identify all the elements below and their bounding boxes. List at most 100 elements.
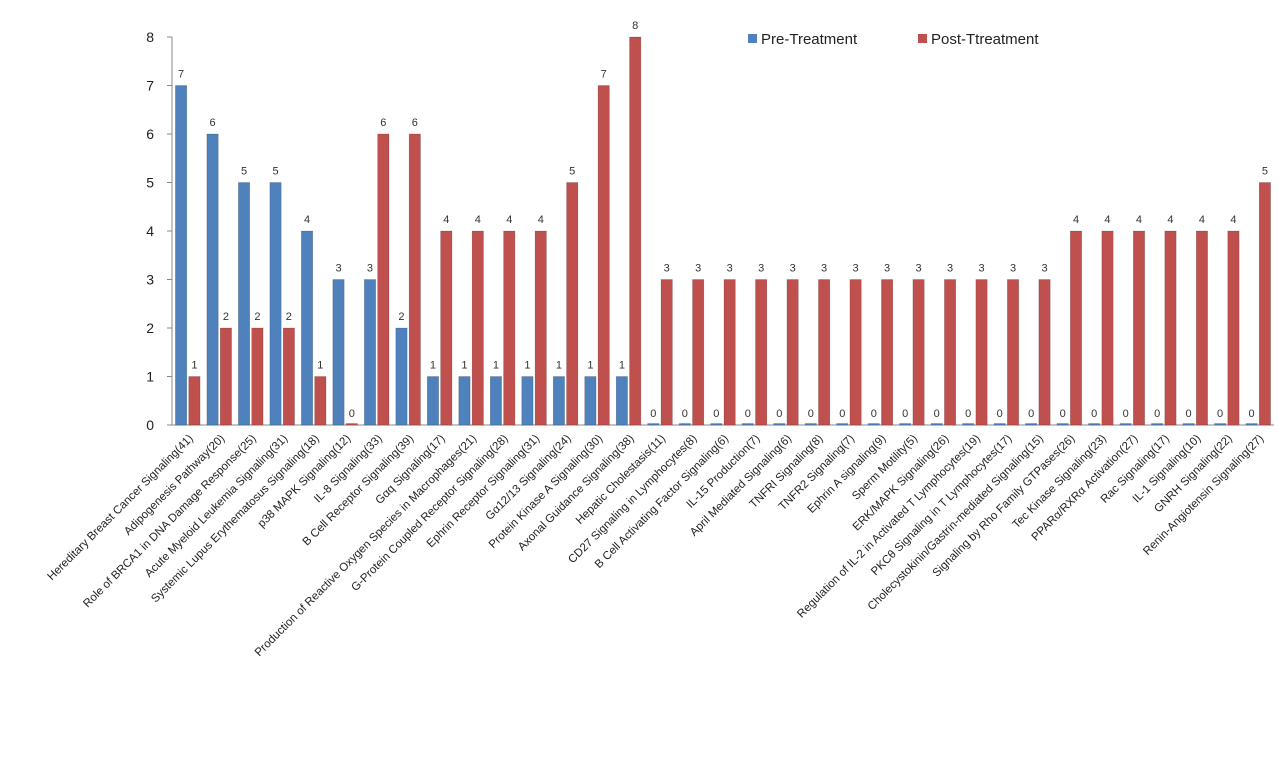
bar xyxy=(836,423,849,426)
bar xyxy=(301,230,313,426)
value-label: 0 xyxy=(745,408,751,420)
bar xyxy=(867,423,880,426)
bar xyxy=(458,376,471,426)
bar xyxy=(993,423,1006,426)
bar xyxy=(723,279,736,426)
bar xyxy=(1214,423,1227,426)
bar xyxy=(597,85,610,426)
bar xyxy=(1056,423,1069,426)
bar xyxy=(1101,230,1114,426)
bar xyxy=(1088,423,1101,426)
value-label: 6 xyxy=(380,117,386,129)
bar xyxy=(930,423,943,426)
value-label: 4 xyxy=(1199,214,1205,226)
bar xyxy=(314,376,327,426)
bar xyxy=(566,182,579,426)
y-tick-label: 8 xyxy=(146,29,154,45)
bar xyxy=(1119,423,1132,426)
value-label: 3 xyxy=(821,263,827,275)
value-label: 4 xyxy=(1073,214,1079,226)
x-tick-label: Hereditary Breast Cancer Signaling(41) xyxy=(45,433,196,584)
bar xyxy=(849,279,862,426)
value-label: 4 xyxy=(538,214,544,226)
value-label: 0 xyxy=(965,408,971,420)
value-label: 3 xyxy=(790,263,796,275)
bar xyxy=(238,182,251,426)
legend-label: Post-Ttreatment xyxy=(931,31,1039,48)
value-label: 0 xyxy=(1060,408,1066,420)
bar xyxy=(1195,230,1208,426)
bar xyxy=(678,423,691,426)
value-label: 4 xyxy=(506,214,512,226)
value-label: 3 xyxy=(695,263,701,275)
value-label: 2 xyxy=(398,311,404,323)
bar xyxy=(282,327,295,426)
bar xyxy=(1038,279,1051,426)
value-label: 5 xyxy=(1262,166,1268,178)
bar xyxy=(975,279,988,426)
bar xyxy=(377,133,390,426)
value-label: 3 xyxy=(758,263,764,275)
bar xyxy=(408,133,421,426)
value-label: 3 xyxy=(367,263,373,275)
value-label: 5 xyxy=(569,166,575,178)
bar xyxy=(471,230,484,426)
bar xyxy=(741,423,754,426)
y-tick-label: 3 xyxy=(146,272,154,288)
bar xyxy=(881,279,894,426)
y-tick-label: 0 xyxy=(146,417,154,433)
value-label: 1 xyxy=(587,360,593,372)
bar xyxy=(219,327,232,426)
bar xyxy=(660,279,673,426)
bar xyxy=(251,327,264,426)
value-label: 1 xyxy=(619,360,625,372)
value-label: 0 xyxy=(349,408,355,420)
value-label: 2 xyxy=(223,311,229,323)
value-label: 1 xyxy=(524,360,530,372)
y-tick-label: 4 xyxy=(146,223,154,239)
bar xyxy=(912,279,925,426)
value-label: 8 xyxy=(632,20,638,32)
bar xyxy=(1025,423,1038,426)
value-label: 3 xyxy=(727,263,733,275)
bar xyxy=(175,85,188,426)
bar xyxy=(503,230,516,426)
bar xyxy=(755,279,768,426)
value-label: 4 xyxy=(1167,214,1173,226)
value-label: 3 xyxy=(884,263,890,275)
value-label: 3 xyxy=(1010,263,1016,275)
bar xyxy=(1133,230,1145,426)
legend-swatch xyxy=(748,34,757,43)
value-label: 1 xyxy=(493,360,499,372)
value-label: 4 xyxy=(1136,214,1142,226)
value-label: 4 xyxy=(1104,214,1110,226)
x-tick-label: Protein Kinase A Signaling(30) xyxy=(487,433,605,551)
bar xyxy=(426,376,439,426)
bar xyxy=(818,279,831,426)
bar xyxy=(1007,279,1020,426)
y-tick-label: 2 xyxy=(146,320,154,336)
bar xyxy=(552,376,565,426)
value-label: 0 xyxy=(1123,408,1129,420)
y-tick-label: 7 xyxy=(146,78,154,94)
value-label: 4 xyxy=(304,214,310,226)
y-tick-label: 5 xyxy=(146,175,154,191)
value-label: 0 xyxy=(1091,408,1097,420)
bar xyxy=(345,423,358,426)
value-label: 0 xyxy=(902,408,908,420)
value-label: 5 xyxy=(241,166,247,178)
bar xyxy=(1182,423,1195,426)
bar xyxy=(269,182,282,426)
value-label: 6 xyxy=(209,117,215,129)
value-label: 0 xyxy=(1028,408,1034,420)
bar xyxy=(364,279,376,426)
value-label: 7 xyxy=(178,69,184,81)
bar xyxy=(489,376,502,426)
value-label: 1 xyxy=(461,360,467,372)
value-label: 3 xyxy=(853,263,859,275)
bar xyxy=(206,133,219,426)
value-label: 0 xyxy=(1217,408,1223,420)
bar xyxy=(804,423,817,426)
value-label: 4 xyxy=(443,214,449,226)
